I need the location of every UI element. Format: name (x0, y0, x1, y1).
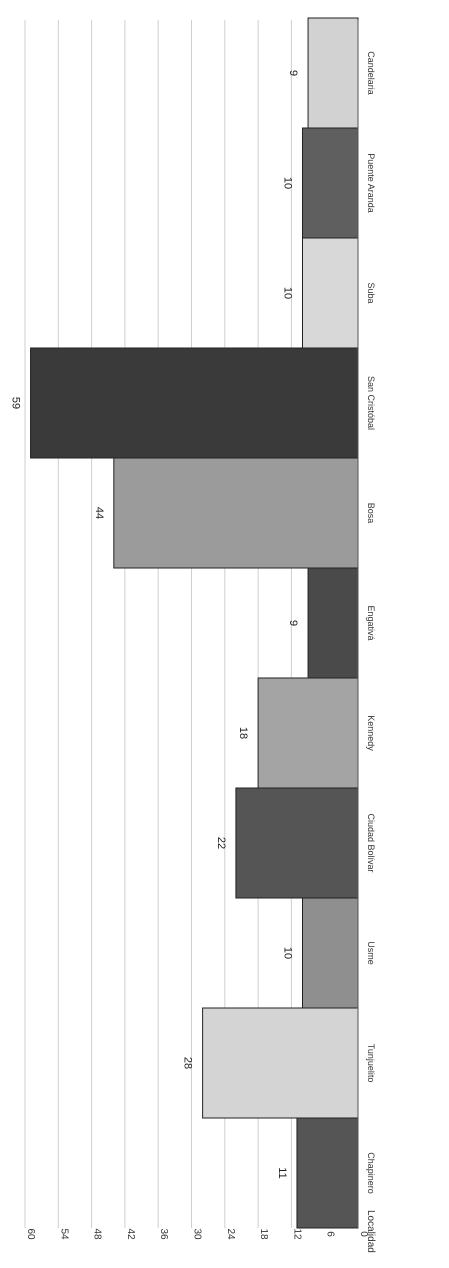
y-tick-label: 12 (291, 1228, 302, 1240)
category-label: San Cristóbal (366, 376, 376, 430)
y-tick-label: 6 (325, 1231, 336, 1237)
data-label: 10 (282, 177, 294, 189)
bar (30, 347, 359, 459)
bar (113, 457, 359, 569)
y-tick-label: 54 (58, 1228, 69, 1240)
y-tick-label: 42 (125, 1228, 136, 1240)
category-label: Kennedy (366, 715, 376, 751)
bar (307, 567, 359, 679)
y-tick-label: 0 (358, 1231, 369, 1237)
category-label: Tunjuelito (366, 1044, 376, 1083)
bar (307, 17, 359, 129)
bar (257, 677, 359, 789)
data-label: 9 (287, 620, 299, 626)
y-tick-label: 36 (158, 1228, 169, 1240)
y-tick-label: 24 (225, 1228, 236, 1240)
data-label: 59 (10, 397, 22, 409)
y-tick-label: 18 (258, 1228, 269, 1240)
data-label: 28 (182, 1057, 194, 1069)
category-label: Usme (366, 941, 376, 965)
category-label: Engativá (366, 605, 376, 640)
category-label: Ciudad Bolívar (366, 813, 376, 872)
bar (302, 127, 359, 239)
data-label: 11 (276, 1167, 288, 1178)
y-tick-label: 30 (192, 1228, 203, 1240)
bar (296, 1117, 359, 1229)
data-label: 18 (237, 727, 249, 739)
x-axis-label: Localidad (365, 1210, 376, 1253)
data-label: 10 (282, 947, 294, 959)
bar (302, 897, 359, 1009)
category-label: Suba (366, 282, 376, 303)
bar (235, 787, 359, 899)
category-label: Chapinero (366, 1152, 376, 1194)
y-tick-label: 60 (25, 1228, 36, 1240)
category-label: Bosa (366, 503, 376, 524)
y-tick-label: 48 (92, 1228, 103, 1240)
data-label: 44 (93, 507, 105, 519)
bar (202, 1007, 359, 1119)
data-label: 9 (287, 70, 299, 76)
category-label: Puente Aranda (366, 153, 376, 213)
category-label: Candelaria (366, 51, 376, 95)
data-label: 10 (282, 287, 294, 299)
bar (302, 237, 359, 349)
data-label: 22 (215, 837, 227, 849)
